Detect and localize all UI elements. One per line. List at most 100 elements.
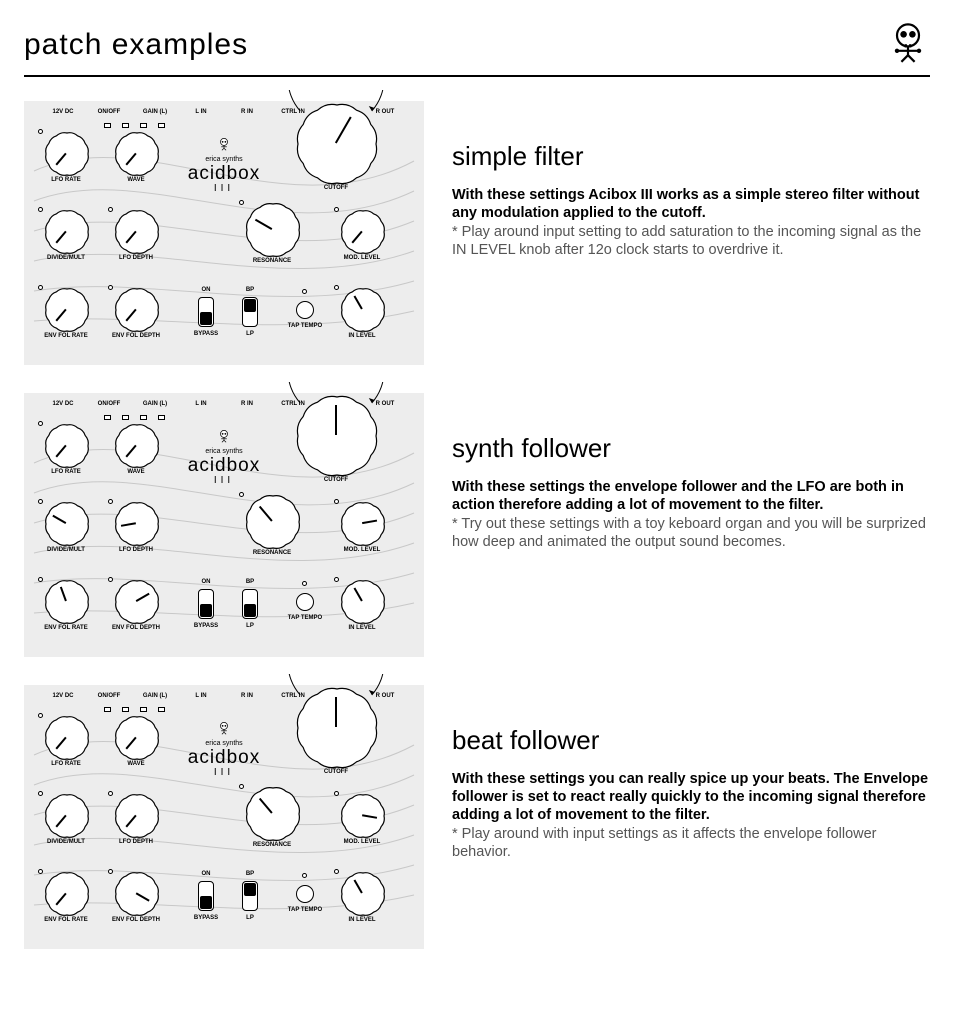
tick-icon bbox=[239, 492, 244, 497]
knob-lfo_rate[interactable] bbox=[46, 133, 86, 173]
knob-label-cutoff: CUTOFF bbox=[306, 477, 366, 483]
knob-divide[interactable] bbox=[46, 211, 86, 251]
tap-tempo-button[interactable] bbox=[296, 301, 314, 319]
connector-label: R IN bbox=[224, 401, 270, 407]
knob-label-mod: MOD. LEVEL bbox=[332, 839, 392, 845]
knob-env_rate[interactable] bbox=[46, 873, 86, 913]
tick-icon bbox=[38, 207, 43, 212]
switch-lp[interactable] bbox=[242, 297, 258, 327]
tick-icon bbox=[334, 499, 339, 504]
knob-wave[interactable] bbox=[116, 425, 156, 465]
knob-resonance[interactable] bbox=[247, 204, 297, 254]
synth-panel: 12V DCON/OFFGAIN (L)L INR INCTRL INL OUT… bbox=[24, 685, 424, 949]
knob-label-lfo_rate: LFO RATE bbox=[36, 177, 96, 183]
knob-label-divide: DIVIDE/MULT bbox=[36, 547, 96, 553]
switch-bypass[interactable] bbox=[198, 297, 214, 327]
knob-env_depth[interactable] bbox=[116, 873, 156, 913]
tick-icon bbox=[108, 285, 113, 290]
knob-label-env_depth: ENV FOL DEPTH bbox=[106, 625, 166, 631]
knob-mod[interactable] bbox=[342, 211, 382, 251]
knob-label-wave: WAVE bbox=[106, 469, 166, 475]
brand-name: acidbox bbox=[179, 747, 269, 769]
page-header: patch examples bbox=[24, 20, 930, 77]
patch-summary: With these settings Acibox III works as … bbox=[452, 186, 930, 222]
knob-env_depth[interactable] bbox=[116, 581, 156, 621]
patch-description: simple filter With these settings Acibox… bbox=[452, 101, 930, 259]
knob-in[interactable] bbox=[342, 289, 382, 329]
knob-label-cutoff: CUTOFF bbox=[306, 769, 366, 775]
tick-icon bbox=[108, 577, 113, 582]
wave-shape-icon bbox=[104, 415, 111, 420]
tick-icon bbox=[38, 713, 43, 718]
patch-note: * Play around with input settings as it … bbox=[452, 826, 930, 861]
tick-icon bbox=[38, 285, 43, 290]
tap-label: TAP TEMPO bbox=[275, 615, 335, 621]
wave-shape-icon bbox=[140, 415, 147, 420]
switch-lp[interactable] bbox=[242, 589, 258, 619]
tick-icon bbox=[38, 577, 43, 582]
knob-resonance[interactable] bbox=[247, 788, 297, 838]
tap-led-icon bbox=[302, 581, 307, 586]
switch-top-label-lp: BP bbox=[220, 579, 280, 585]
tick-icon bbox=[108, 791, 113, 796]
brand-small: erica synths bbox=[179, 740, 269, 747]
knob-label-wave: WAVE bbox=[106, 177, 166, 183]
wave-shape-icon bbox=[104, 123, 111, 128]
patch-title: beat follower bbox=[452, 725, 930, 756]
connector-label: ON/OFF bbox=[86, 109, 132, 115]
switch-bypass[interactable] bbox=[198, 881, 214, 911]
tap-tempo-button[interactable] bbox=[296, 885, 314, 903]
knob-label-wave: WAVE bbox=[106, 761, 166, 767]
tick-icon bbox=[334, 869, 339, 874]
knob-mod[interactable] bbox=[342, 795, 382, 835]
patch-summary: With these settings the envelope followe… bbox=[452, 478, 930, 514]
knob-resonance[interactable] bbox=[247, 496, 297, 546]
knob-label-mod: MOD. LEVEL bbox=[332, 547, 392, 553]
tick-icon bbox=[38, 791, 43, 796]
knob-label-lfo_rate: LFO RATE bbox=[36, 469, 96, 475]
tick-icon bbox=[108, 499, 113, 504]
tick-icon bbox=[239, 200, 244, 205]
tick-icon bbox=[334, 285, 339, 290]
knob-label-lfo_depth: LFO DEPTH bbox=[106, 255, 166, 261]
patch-note: * Try out these settings with a toy kebo… bbox=[452, 516, 930, 551]
switch-bypass[interactable] bbox=[198, 589, 214, 619]
tap-tempo-button[interactable] bbox=[296, 593, 314, 611]
patch-title: synth follower bbox=[452, 433, 930, 464]
knob-label-mod: MOD. LEVEL bbox=[332, 255, 392, 261]
knob-divide[interactable] bbox=[46, 503, 86, 543]
knob-label-resonance: RESONANCE bbox=[242, 258, 302, 264]
connector-label: ON/OFF bbox=[86, 401, 132, 407]
knob-in[interactable] bbox=[342, 581, 382, 621]
brand-name: acidbox bbox=[179, 163, 269, 185]
knob-mod[interactable] bbox=[342, 503, 382, 543]
knob-env_rate[interactable] bbox=[46, 289, 86, 329]
knob-lfo_rate[interactable] bbox=[46, 717, 86, 757]
knob-lfo_depth[interactable] bbox=[116, 503, 156, 543]
knob-lfo_rate[interactable] bbox=[46, 425, 86, 465]
synth-panel: 12V DCON/OFFGAIN (L)L INR INCTRL INL OUT… bbox=[24, 393, 424, 657]
tick-icon bbox=[38, 499, 43, 504]
connector-label: R IN bbox=[224, 693, 270, 699]
knob-label-env_rate: ENV FOL RATE bbox=[36, 625, 96, 631]
knob-in[interactable] bbox=[342, 873, 382, 913]
knob-lfo_depth[interactable] bbox=[116, 211, 156, 251]
tick-icon bbox=[334, 791, 339, 796]
knob-label-cutoff: CUTOFF bbox=[306, 185, 366, 191]
wave-shape-icon bbox=[122, 123, 129, 128]
knob-wave[interactable] bbox=[116, 717, 156, 757]
patch-description: beat follower With these settings you ca… bbox=[452, 685, 930, 861]
knob-env_rate[interactable] bbox=[46, 581, 86, 621]
tick-icon bbox=[38, 129, 43, 134]
wave-shape-icon bbox=[158, 415, 165, 420]
knob-divide[interactable] bbox=[46, 795, 86, 835]
knob-wave[interactable] bbox=[116, 133, 156, 173]
wave-shape-icon bbox=[140, 123, 147, 128]
tick-icon bbox=[108, 869, 113, 874]
knob-label-in: IN LEVEL bbox=[332, 625, 392, 631]
knob-label-env_rate: ENV FOL RATE bbox=[36, 333, 96, 339]
knob-lfo_depth[interactable] bbox=[116, 795, 156, 835]
knob-env_depth[interactable] bbox=[116, 289, 156, 329]
knob-label-resonance: RESONANCE bbox=[242, 550, 302, 556]
switch-lp[interactable] bbox=[242, 881, 258, 911]
